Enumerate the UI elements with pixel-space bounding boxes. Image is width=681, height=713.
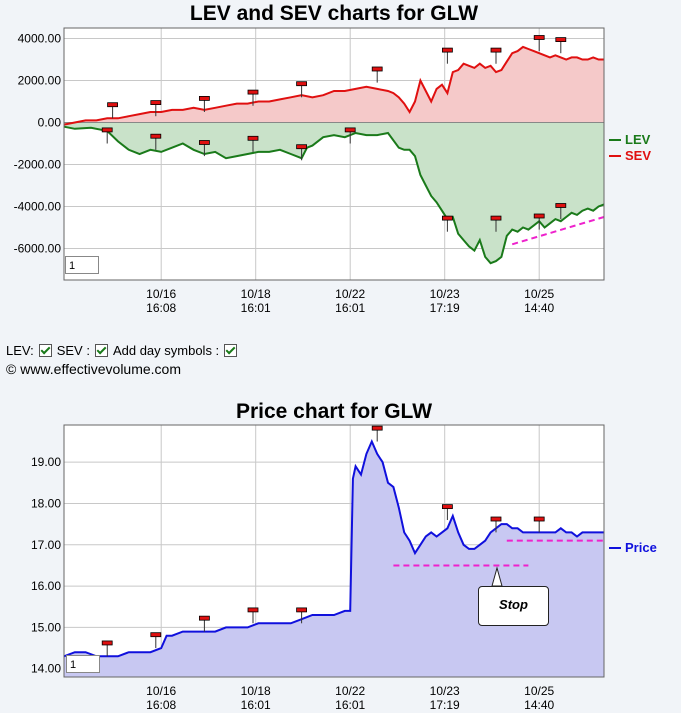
x-tick-time: 16:01: [335, 301, 365, 315]
price-area: [64, 441, 604, 677]
y-tick-label: -2000.00: [14, 158, 62, 172]
sev-line: [63, 45, 604, 126]
y-tick-label: 4000.00: [18, 32, 62, 46]
x-tick-time: 16:08: [146, 698, 176, 712]
sev-day-marker: [555, 37, 567, 42]
price-day-marker: [150, 632, 162, 638]
x-tick-time: 14:40: [524, 301, 554, 315]
sev-day-marker: [490, 47, 502, 53]
sev-day-marker: [107, 102, 118, 108]
lev-day-marker: [555, 203, 567, 208]
x-tick-date: 10/16: [146, 287, 176, 301]
x-tick-time: 17:19: [430, 698, 460, 712]
y-tick-label: 14.00: [31, 662, 61, 676]
lev-day-marker: [490, 215, 502, 221]
x-tick-time: 16:01: [335, 698, 365, 712]
price-day-marker: [490, 516, 502, 522]
day-symbols-label: Add day symbols :: [112, 343, 220, 358]
y-tick-label: 18.00: [31, 496, 61, 510]
dashed-trend-line: [511, 216, 605, 246]
x-tick-date: 10/25: [524, 287, 554, 301]
x-tick-date: 10/23: [430, 287, 460, 301]
price-day-marker: [101, 640, 113, 646]
lev-day-marker: [344, 127, 356, 133]
price-line: [63, 438, 604, 658]
lev-area: [64, 122, 604, 264]
x-tick-time: 14:40: [524, 698, 554, 712]
sev-day-marker: [198, 96, 210, 101]
sev-day-marker: [150, 100, 162, 105]
zoom-input-price[interactable]: 1: [66, 655, 100, 673]
sev-toggle-label: SEV :: [56, 343, 90, 358]
lev-day-marker: [441, 215, 453, 221]
x-tick-date: 10/22: [335, 287, 365, 301]
sev-day-marker: [247, 89, 259, 95]
price-day-marker: [247, 607, 259, 613]
sev-checkbox[interactable]: [94, 344, 108, 357]
lev-toggle-label: LEV:: [6, 343, 34, 358]
plot-border: [63, 27, 605, 281]
x-tick-date: 10/18: [241, 684, 271, 698]
y-tick-label: 16.00: [31, 579, 61, 593]
price-day-marker: [198, 615, 210, 621]
sev-day-marker: [296, 81, 308, 87]
price-day-marker: [441, 504, 453, 510]
lev-checkbox[interactable]: [38, 344, 52, 357]
sev-day-marker: [533, 35, 545, 40]
lev-day-marker: [150, 133, 162, 139]
x-tick-date: 10/23: [430, 684, 460, 698]
x-tick-time: 16:01: [241, 698, 271, 712]
x-tick-time: 16:01: [241, 301, 271, 315]
y-tick-label: 17.00: [31, 538, 61, 552]
y-tick-label: 0.00: [38, 116, 62, 130]
x-tick-time: 16:08: [146, 301, 176, 315]
y-tick-label: -6000.00: [14, 242, 62, 256]
x-tick-date: 10/22: [335, 684, 365, 698]
zoom-input-lev[interactable]: 1: [65, 256, 99, 274]
chart2-title: Price chart for GLW: [235, 400, 433, 423]
legend-controls: LEV: SEV : Add day symbols :: [6, 343, 239, 358]
x-tick-time: 17:19: [430, 301, 460, 315]
sev-day-marker: [441, 47, 453, 53]
stop-callout: Stop: [478, 586, 549, 626]
lev-day-marker: [296, 144, 308, 150]
day-symbols-checkbox[interactable]: [224, 344, 238, 357]
chart1-title: LEV and SEV charts for GLW: [189, 2, 479, 25]
lev-day-marker: [198, 140, 210, 145]
lev-day-marker: [101, 127, 113, 133]
plot-border: [63, 424, 605, 678]
y-tick-label: 2000.00: [18, 74, 62, 88]
price-day-marker: [371, 425, 383, 431]
lev-day-marker: [533, 213, 545, 219]
y-tick-label: -4000.00: [14, 200, 62, 214]
copyright-text[interactable]: © www.effectivevolume.com: [6, 361, 182, 377]
x-tick-date: 10/16: [146, 684, 176, 698]
legend-label: LEV: [625, 132, 651, 147]
sev-day-marker: [371, 66, 383, 72]
x-tick-date: 10/25: [524, 684, 554, 698]
lev-line: [63, 125, 605, 265]
y-tick-label: 15.00: [31, 620, 61, 634]
price-day-marker: [533, 516, 545, 522]
legend-label: Price: [625, 540, 657, 555]
legend-label: SEV: [625, 148, 651, 163]
y-tick-label: 19.00: [31, 455, 61, 469]
price-day-marker: [296, 607, 308, 613]
x-tick-date: 10/18: [241, 287, 271, 301]
lev-day-marker: [247, 135, 259, 141]
